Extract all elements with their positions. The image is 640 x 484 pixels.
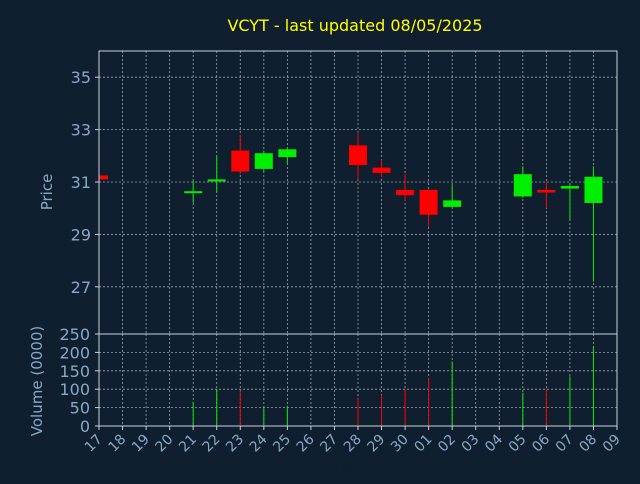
x-tick-label: 06 [529, 431, 553, 455]
candle-body [231, 150, 250, 172]
chart-title: VCYT - last updated 08/05/2025 [227, 16, 482, 35]
candle-body [254, 153, 273, 169]
x-tick-label: 24 [247, 431, 271, 455]
x-tick-label: 23 [223, 432, 247, 456]
x-tick-label: 18 [105, 432, 129, 456]
candle-body [584, 176, 603, 203]
x-tick-label: 19 [129, 432, 153, 456]
x-tick-label: 03 [459, 432, 483, 456]
price-tick-label: 27 [71, 278, 91, 297]
volume-tick-label: 200 [59, 343, 90, 362]
candle-body [184, 191, 203, 194]
x-tick-label: 07 [553, 432, 577, 456]
candle-body [278, 149, 297, 158]
candle-body [443, 200, 462, 207]
x-axis-label: Day [333, 458, 363, 476]
candle-body [396, 189, 415, 196]
candle-body [513, 174, 532, 197]
candle-body [372, 167, 391, 173]
x-tick-label: 01 [412, 432, 436, 456]
candle-body [419, 189, 438, 215]
volume-tick-label: 100 [59, 380, 90, 399]
x-tick-label: 25 [270, 432, 294, 456]
candle-body [560, 185, 579, 189]
price-tick-label: 29 [71, 225, 91, 244]
price-tick-label: 31 [71, 173, 91, 192]
candle-body [207, 179, 226, 182]
volume-tick-label: 0 [80, 417, 90, 436]
x-tick-label: 30 [388, 432, 412, 456]
x-tick-label: 27 [317, 432, 341, 456]
x-tick-label: 22 [200, 432, 224, 456]
x-tick-label: 28 [341, 432, 365, 456]
volume-axis-label: Volume (0000) [28, 326, 46, 436]
volume-panel-frame [98, 333, 618, 427]
x-tick-label: 26 [294, 431, 318, 455]
candle-body [99, 175, 108, 180]
x-tick-label: 02 [435, 432, 459, 456]
volume-tick-label: 50 [70, 399, 90, 418]
price-tick-label: 33 [71, 121, 91, 140]
x-tick-label: 04 [482, 431, 506, 455]
x-tick-label: 29 [364, 432, 388, 456]
candle-body [349, 145, 367, 165]
x-tick-label: 21 [176, 432, 200, 456]
x-tick-label: 09 [600, 432, 624, 456]
x-tick-label: 05 [506, 432, 530, 456]
price-tick-label: 35 [71, 68, 91, 87]
volume-tick-label: 250 [59, 325, 90, 344]
volume-tick-label: 150 [59, 362, 90, 381]
x-tick-label: 08 [576, 432, 600, 456]
x-tick-label: 20 [153, 432, 177, 456]
candle-body [537, 189, 556, 193]
price-axis-label: Price [38, 174, 56, 211]
